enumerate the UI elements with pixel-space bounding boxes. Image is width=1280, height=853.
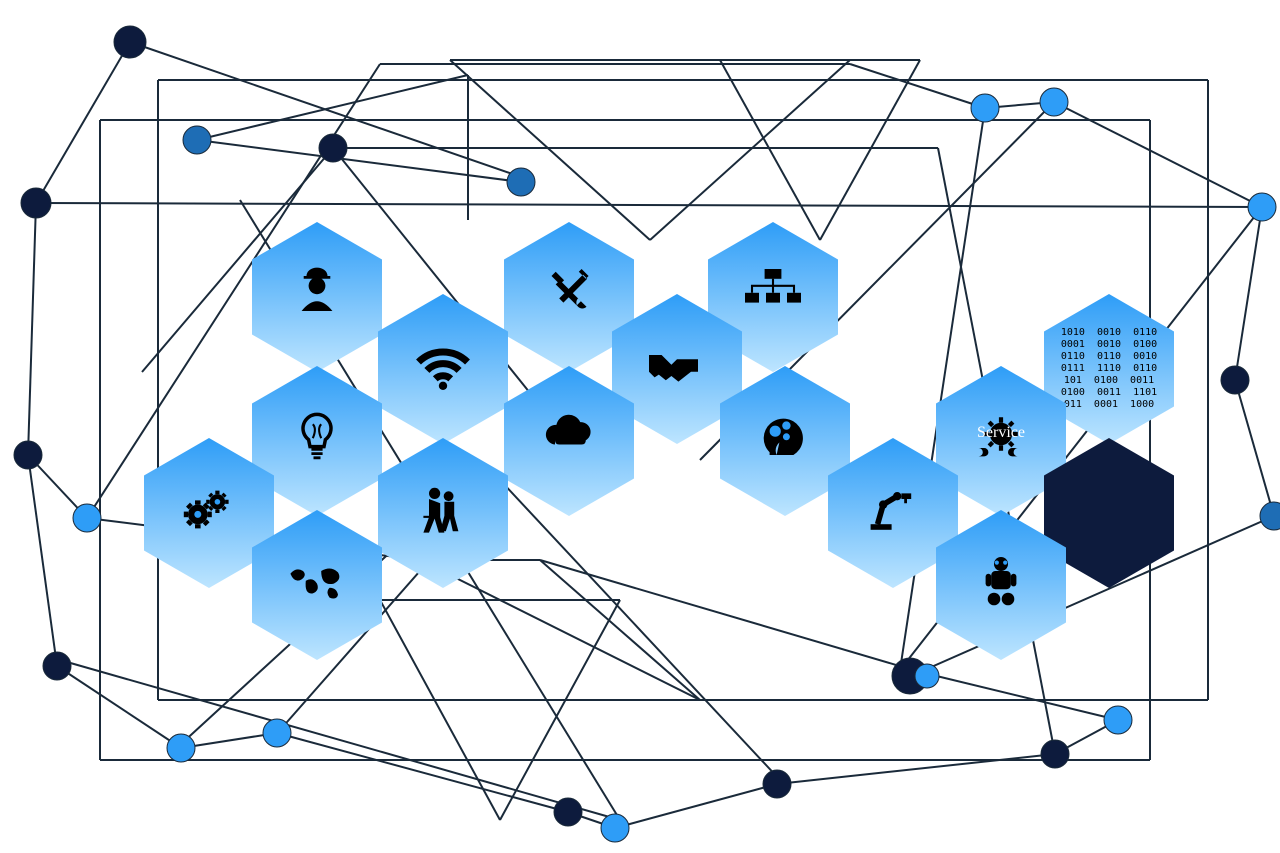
lightbulb-icon (282, 406, 352, 476)
orgchart-icon (738, 262, 808, 332)
people-hex (378, 438, 508, 588)
robot-icon (966, 550, 1036, 620)
worldmap-hex (252, 510, 382, 660)
wifi-hex (378, 294, 508, 444)
service-label: Service (977, 424, 1025, 442)
hex-layer: 1010 0010 0110 0001 0010 0100 0110 0110 … (0, 0, 1280, 853)
tools-icon (534, 262, 604, 332)
robot-hex (936, 510, 1066, 660)
worker-hex (252, 222, 382, 372)
cloud-hex (504, 366, 634, 516)
wifi-icon (408, 334, 478, 404)
worker-icon (282, 262, 352, 332)
cloud-icon (534, 406, 604, 476)
gears-icon (174, 478, 244, 548)
robotarm-icon (858, 478, 928, 548)
binary-code-text: 1010 0010 0110 0001 0010 0100 0110 0110 … (1061, 327, 1157, 411)
worldmap-icon (282, 550, 352, 620)
people-icon (408, 478, 478, 548)
headgears-icon (750, 406, 820, 476)
handshake-icon (642, 334, 712, 404)
